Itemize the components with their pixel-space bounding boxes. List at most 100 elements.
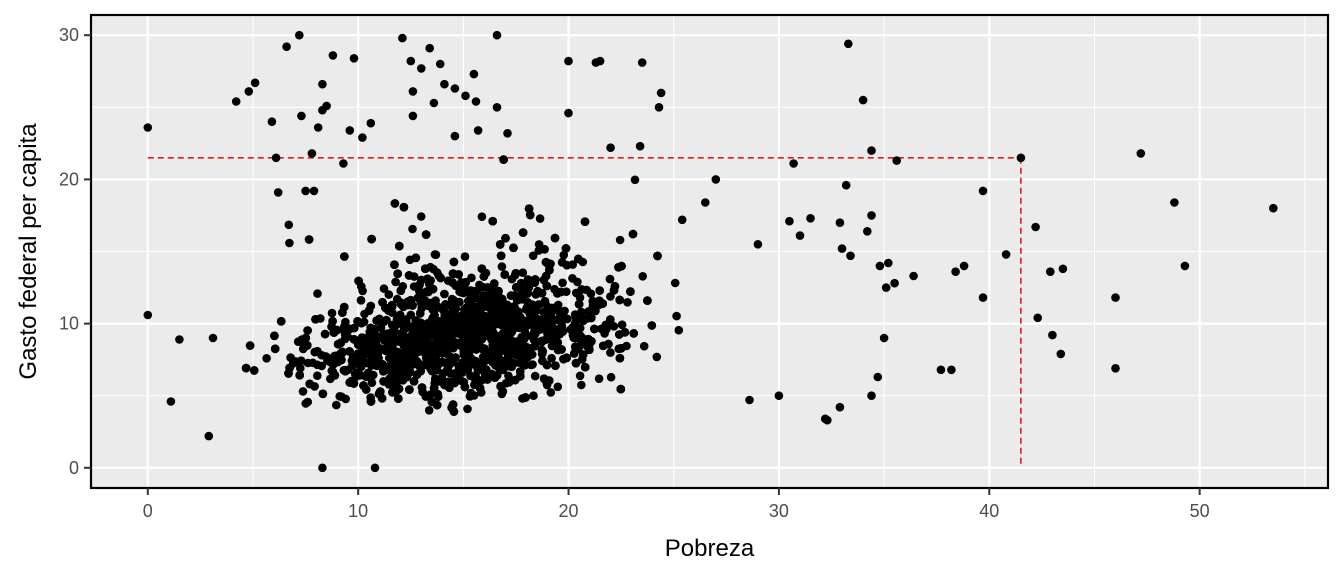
cloud-point bbox=[451, 368, 461, 378]
cloud-point bbox=[448, 278, 457, 287]
cloud-point bbox=[362, 358, 371, 368]
cloud-point bbox=[628, 229, 638, 239]
cloud-point bbox=[318, 389, 328, 399]
cloud-point bbox=[553, 338, 562, 347]
cloud-point bbox=[542, 360, 552, 370]
cloud-point bbox=[502, 300, 512, 310]
cloud-point bbox=[444, 361, 453, 371]
cloud-point bbox=[535, 214, 545, 223]
cloud-point bbox=[284, 369, 293, 378]
data-point bbox=[959, 261, 969, 271]
y-tick-label: 20 bbox=[59, 169, 79, 189]
cloud-point bbox=[670, 278, 680, 288]
data-point bbox=[978, 293, 988, 302]
cloud-point bbox=[546, 259, 555, 269]
cloud-point bbox=[485, 284, 494, 294]
cloud-point bbox=[652, 352, 662, 362]
y-axis-title: Gasto federal per capita bbox=[15, 123, 42, 380]
cloud-point bbox=[409, 377, 419, 386]
cloud-point bbox=[296, 356, 306, 366]
cloud-point bbox=[317, 361, 327, 371]
data-point bbox=[398, 33, 407, 43]
cloud-point bbox=[245, 341, 255, 350]
cloud-point bbox=[537, 288, 547, 298]
cloud-point bbox=[606, 292, 615, 301]
cloud-point bbox=[479, 317, 489, 326]
cloud-point bbox=[529, 304, 539, 314]
cloud-point bbox=[505, 337, 514, 347]
data-point bbox=[837, 244, 847, 253]
data-point bbox=[867, 146, 876, 155]
cloud-point bbox=[463, 364, 473, 374]
cloud-point bbox=[327, 366, 337, 376]
data-point bbox=[635, 141, 645, 151]
cloud-point bbox=[556, 310, 566, 320]
cloud-point bbox=[399, 325, 409, 334]
cloud-point bbox=[457, 360, 467, 370]
cloud-point bbox=[436, 273, 445, 283]
cloud-point bbox=[557, 258, 567, 267]
data-point bbox=[1033, 313, 1042, 323]
data-point bbox=[313, 123, 323, 132]
cloud-point bbox=[493, 298, 503, 308]
cloud-point bbox=[420, 337, 430, 346]
data-point bbox=[166, 397, 176, 406]
cloud-point bbox=[437, 357, 447, 367]
data-point bbox=[322, 101, 331, 111]
cloud-point bbox=[477, 264, 487, 274]
cloud-point bbox=[472, 378, 481, 387]
cloud-point bbox=[530, 275, 540, 284]
cloud-point bbox=[470, 333, 480, 342]
cloud-point bbox=[391, 277, 400, 287]
cloud-point bbox=[509, 321, 518, 331]
cloud-point bbox=[546, 388, 556, 397]
cloud-point bbox=[488, 216, 498, 226]
cloud-point bbox=[284, 220, 294, 230]
data-point bbox=[366, 118, 376, 128]
cloud-point bbox=[514, 358, 524, 367]
cloud-point bbox=[416, 212, 426, 221]
cloud-point bbox=[557, 321, 566, 330]
cloud-point bbox=[335, 392, 345, 401]
cloud-point bbox=[504, 359, 513, 369]
data-point bbox=[492, 30, 502, 40]
cloud-point bbox=[506, 291, 516, 300]
cloud-point bbox=[577, 307, 586, 317]
cloud-point bbox=[429, 323, 438, 333]
cloud-point bbox=[571, 358, 581, 368]
cloud-point bbox=[345, 324, 355, 334]
cloud-point bbox=[320, 329, 330, 339]
cloud-point bbox=[574, 254, 583, 264]
cloud-point bbox=[419, 330, 428, 339]
data-point bbox=[435, 59, 445, 69]
cloud-point bbox=[420, 322, 429, 332]
cloud-point bbox=[285, 238, 294, 248]
cloud-point bbox=[415, 287, 424, 296]
data-point bbox=[1031, 222, 1040, 232]
cloud-point bbox=[339, 302, 349, 312]
cloud-point bbox=[450, 378, 460, 388]
cloud-point bbox=[417, 383, 427, 392]
cloud-point bbox=[568, 274, 577, 283]
cloud-point bbox=[594, 374, 604, 384]
cloud-point bbox=[356, 296, 366, 305]
data-point bbox=[143, 310, 153, 320]
data-point bbox=[307, 149, 317, 158]
data-point bbox=[846, 251, 855, 261]
cloud-point bbox=[471, 318, 480, 328]
cloud-point bbox=[504, 371, 513, 381]
cloud-point bbox=[384, 290, 394, 299]
data-point bbox=[863, 227, 872, 236]
cloud-point bbox=[428, 305, 437, 314]
cloud-point bbox=[241, 363, 251, 373]
cloud-point bbox=[489, 279, 499, 288]
data-point bbox=[208, 333, 218, 343]
data-point bbox=[844, 39, 853, 49]
cloud-point bbox=[630, 175, 640, 185]
data-point bbox=[890, 278, 899, 288]
cloud-point bbox=[392, 364, 401, 374]
cloud-point bbox=[541, 323, 550, 333]
cloud-point bbox=[359, 333, 369, 343]
data-point bbox=[469, 69, 479, 79]
